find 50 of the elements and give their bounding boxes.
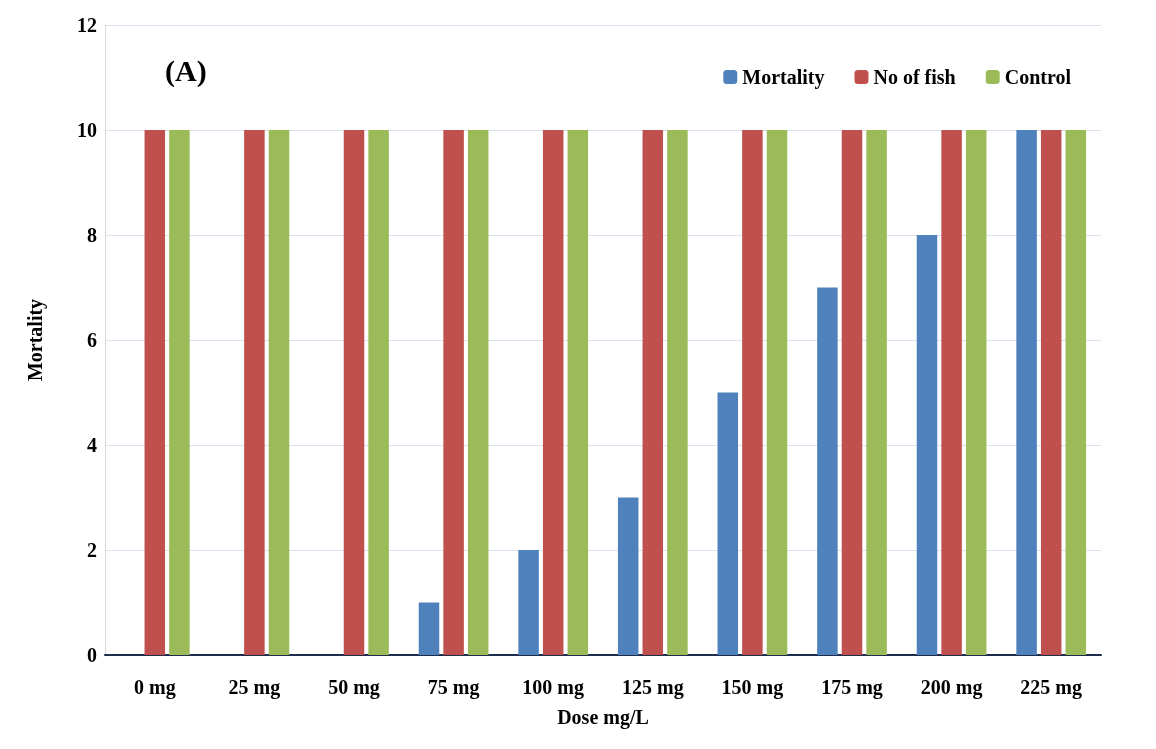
x-tick-label: 175 mg [821, 676, 883, 699]
x-tick-label: 125 mg [621, 676, 684, 699]
bar [941, 130, 962, 655]
bar [343, 130, 365, 655]
x-tick-label: 25 mg [228, 676, 281, 699]
y-tick-label: 10 [77, 119, 97, 141]
x-tick-label: 150 mg [721, 676, 784, 699]
x-tick-label: 75 mg [427, 676, 480, 699]
bar [268, 130, 290, 655]
y-tick-label: 2 [87, 539, 97, 561]
bar [144, 130, 166, 655]
bar [518, 550, 539, 655]
y-axis-title: Mortality [24, 298, 47, 382]
bar [667, 130, 688, 655]
bar [866, 130, 887, 655]
y-tick-label: 4 [87, 434, 97, 456]
y-tick-label: 12 [77, 14, 97, 36]
bar [642, 130, 664, 655]
bar [368, 130, 389, 655]
y-tick-label: 8 [87, 224, 97, 246]
bar [817, 287, 838, 655]
bar [742, 130, 763, 655]
y-tick-label: 6 [87, 329, 97, 351]
x-tick-label: 200 mg [920, 676, 983, 699]
bar [766, 130, 788, 655]
bar [965, 130, 987, 655]
bar [542, 130, 564, 655]
x-tick-label: 50 mg [328, 676, 380, 699]
bar [841, 130, 863, 655]
legend-label: No of fish [873, 66, 956, 88]
annotation: (A) [165, 53, 207, 88]
bar [244, 130, 265, 655]
bar [1016, 130, 1037, 655]
bar [443, 130, 464, 655]
bar [467, 130, 489, 655]
bar [717, 392, 739, 655]
legend-label: Mortality [742, 66, 825, 89]
bar [567, 130, 589, 655]
legend-label: Control [1004, 66, 1072, 88]
y-tick-label: 0 [87, 644, 97, 666]
x-tick-label: 0 mg [133, 676, 176, 699]
bar [1040, 130, 1062, 655]
x-tick-label: 100 mg [522, 676, 585, 699]
bar [1065, 130, 1087, 655]
x-tick-label: 225 mg [1020, 676, 1083, 699]
bar [418, 602, 440, 655]
bar [916, 235, 938, 655]
bar [617, 497, 639, 655]
bar [169, 130, 190, 655]
x-axis-title: Dose mg/L [557, 706, 649, 729]
